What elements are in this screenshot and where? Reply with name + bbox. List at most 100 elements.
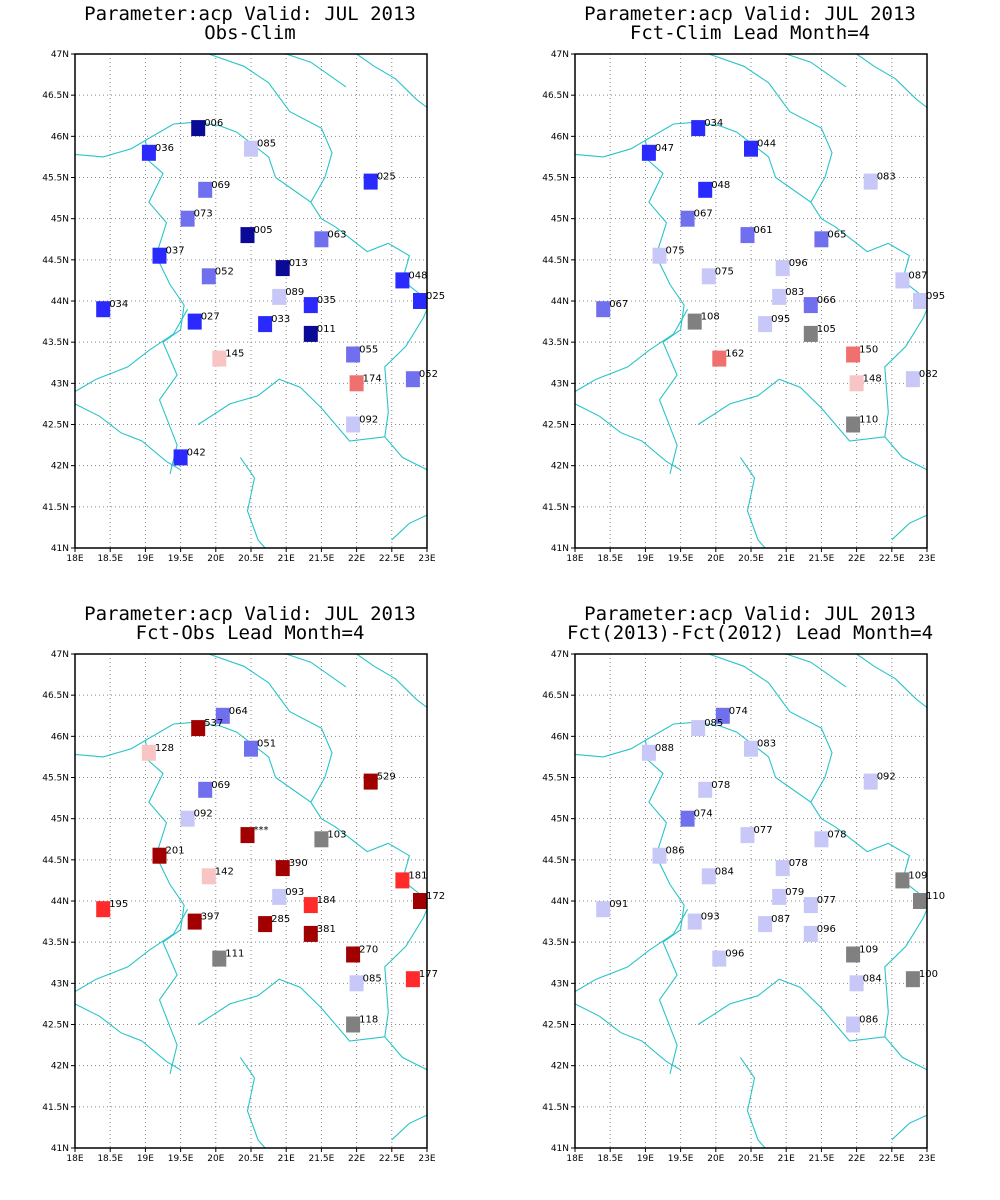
border-line xyxy=(239,1057,266,1149)
station-value-label: 027 xyxy=(201,312,220,323)
y-tick-label: 41.5N xyxy=(542,1103,569,1113)
y-tick-label: 42N xyxy=(551,1062,569,1072)
y-tick-label: 46.5N xyxy=(42,91,69,101)
station-marker xyxy=(680,810,695,827)
station-marker xyxy=(258,916,273,933)
x-tick-label: 22.5E xyxy=(379,554,405,564)
y-tick-label: 42.5N xyxy=(42,421,69,431)
station-marker xyxy=(803,925,818,942)
y-tick-label: 45.5N xyxy=(42,174,69,184)
border-line xyxy=(574,908,689,993)
station-value-label: 025 xyxy=(377,172,396,183)
station-marker xyxy=(346,346,361,363)
x-tick-label: 20E xyxy=(707,1154,724,1164)
station-value-label: 048 xyxy=(408,270,427,281)
station-marker xyxy=(212,950,227,967)
station-value-label: 006 xyxy=(204,118,223,129)
border-line xyxy=(208,653,333,803)
station-marker xyxy=(152,847,167,864)
panel-subtitle: Fct(2013)-Fct(2012) Lead Month=4 xyxy=(566,622,934,644)
station-marker xyxy=(712,350,727,367)
y-tick-label: 42N xyxy=(551,462,569,472)
x-tick-label: 21E xyxy=(278,1154,295,1164)
map-panel-obs-clim: Parameter:acp Valid: JUL 2013 Obs-Clim 0… xyxy=(0,0,500,600)
x-tick-label: 20.5E xyxy=(238,554,264,564)
station-value-label: 537 xyxy=(204,718,223,729)
station-value-label: 067 xyxy=(694,209,713,220)
y-tick-label: 43.5N xyxy=(42,938,69,948)
y-tick-label: 42.5N xyxy=(42,1021,69,1031)
station-value-label: 074 xyxy=(729,706,748,717)
station-marker xyxy=(201,268,216,285)
panel-subtitle: Fct-Obs Lead Month=4 xyxy=(135,622,365,644)
station-marker xyxy=(913,893,927,909)
station-marker xyxy=(275,860,290,877)
station-marker xyxy=(275,260,290,277)
border-line xyxy=(697,378,928,471)
station-marker xyxy=(346,946,361,963)
station-marker xyxy=(863,773,878,790)
station-marker xyxy=(405,371,420,388)
station-value-label: 085 xyxy=(363,973,382,984)
border-line xyxy=(739,1057,766,1149)
border-line xyxy=(286,653,347,688)
station-value-label: 105 xyxy=(817,324,836,335)
station-marker xyxy=(258,316,273,333)
station-marker xyxy=(180,210,195,227)
station-marker xyxy=(413,293,427,309)
station-marker xyxy=(772,888,787,905)
border-line xyxy=(786,653,847,688)
station-marker xyxy=(244,140,258,157)
y-tick-label: 43N xyxy=(551,379,569,389)
y-tick-label: 44N xyxy=(551,897,569,907)
station-marker xyxy=(775,260,790,277)
station-marker xyxy=(895,872,910,889)
station-value-label: 005 xyxy=(254,225,273,236)
station-value-label: 083 xyxy=(785,287,804,298)
station-marker xyxy=(698,181,713,198)
station-marker xyxy=(413,893,427,909)
station-value-label: 096 xyxy=(817,924,836,935)
station-value-label: 172 xyxy=(426,891,445,902)
border-line xyxy=(74,1003,181,1071)
y-tick-label: 42.5N xyxy=(542,1021,569,1031)
x-tick-label: 23E xyxy=(918,1154,935,1164)
x-tick-label: 20.5E xyxy=(738,554,764,564)
station-value-label: 201 xyxy=(166,846,185,857)
station-marker xyxy=(641,144,656,161)
y-tick-label: 45.5N xyxy=(542,174,569,184)
y-tick-label: 42N xyxy=(51,462,69,472)
station-map: 064 537 051 128 529 069 092 *** 103 201 390 142 181 0… xyxy=(42,650,445,1164)
x-tick-label: 19.5E xyxy=(168,1154,194,1164)
station-marker xyxy=(349,375,364,392)
station-marker xyxy=(698,781,713,798)
station-marker xyxy=(740,227,755,244)
y-tick-label: 45N xyxy=(551,215,569,225)
station-value-label: 036 xyxy=(155,143,174,154)
y-tick-label: 45N xyxy=(51,215,69,225)
x-tick-label: 21E xyxy=(778,554,795,564)
y-tick-label: 43N xyxy=(551,979,569,989)
station-value-label: 100 xyxy=(919,969,938,980)
station-value-label: 150 xyxy=(859,345,878,356)
y-tick-label: 44.5N xyxy=(542,856,569,866)
station-value-label: 077 xyxy=(754,825,773,836)
border-line xyxy=(197,978,428,1071)
x-tick-label: 23E xyxy=(418,1154,435,1164)
station-value-label: 381 xyxy=(317,924,336,935)
y-tick-label: 46N xyxy=(51,132,69,142)
x-tick-label: 22E xyxy=(848,1154,865,1164)
station-value-label: 035 xyxy=(317,295,336,306)
station-value-label: 066 xyxy=(817,295,836,306)
station-marker xyxy=(191,120,206,137)
station-value-label: 174 xyxy=(363,373,382,384)
station-value-label: 091 xyxy=(609,899,628,910)
station-value-label: 108 xyxy=(701,312,720,323)
y-tick-label: 47N xyxy=(51,650,69,660)
border-line xyxy=(891,1114,928,1141)
station-marker xyxy=(215,707,230,724)
station-value-label: 086 xyxy=(859,1015,878,1026)
border-line xyxy=(574,1003,681,1071)
panel-subtitle: Fct-Clim Lead Month=4 xyxy=(629,22,871,44)
station-marker xyxy=(758,316,773,333)
